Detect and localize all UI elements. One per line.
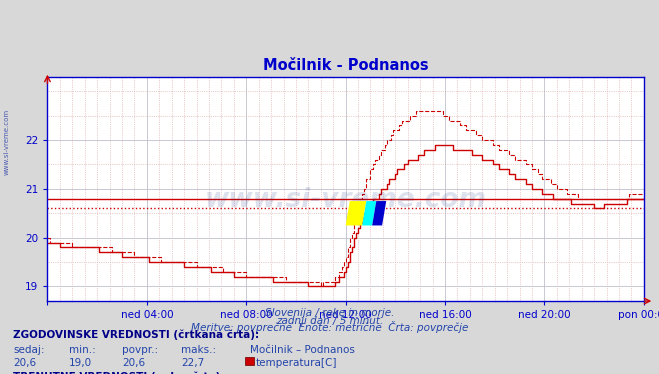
Polygon shape bbox=[345, 201, 366, 226]
Text: min.:: min.: bbox=[69, 345, 96, 355]
Text: maks.:: maks.: bbox=[181, 345, 216, 355]
Text: zadnji dan / 5 minut.: zadnji dan / 5 minut. bbox=[276, 316, 383, 325]
Text: 22,7: 22,7 bbox=[181, 358, 204, 368]
Text: 20,6: 20,6 bbox=[13, 358, 36, 368]
Text: 19,0: 19,0 bbox=[69, 358, 92, 368]
Text: www.si-vreme.com: www.si-vreme.com bbox=[3, 109, 10, 175]
Text: Meritve: povprečne  Enote: metrične  Črta: povprečje: Meritve: povprečne Enote: metrične Črta:… bbox=[191, 321, 468, 333]
Text: sedaj:: sedaj: bbox=[13, 345, 45, 355]
Text: Slovenija / reke in morje.: Slovenija / reke in morje. bbox=[265, 308, 394, 318]
Text: povpr.:: povpr.: bbox=[122, 345, 158, 355]
Text: ZGODOVINSKE VREDNOSTI (črtkana črta):: ZGODOVINSKE VREDNOSTI (črtkana črta): bbox=[13, 330, 259, 340]
Text: temperatura[C]: temperatura[C] bbox=[256, 358, 337, 368]
Polygon shape bbox=[372, 201, 386, 226]
Text: TRENUTNE VREDNOSTI (polna črta):: TRENUTNE VREDNOSTI (polna črta): bbox=[13, 371, 225, 374]
Text: Močilnik – Podnanos: Močilnik – Podnanos bbox=[250, 345, 355, 355]
Polygon shape bbox=[362, 201, 376, 226]
Text: www.si-vreme.com: www.si-vreme.com bbox=[205, 187, 486, 213]
Title: Močilnik - Podnanos: Močilnik - Podnanos bbox=[263, 58, 428, 73]
Text: 20,6: 20,6 bbox=[122, 358, 145, 368]
